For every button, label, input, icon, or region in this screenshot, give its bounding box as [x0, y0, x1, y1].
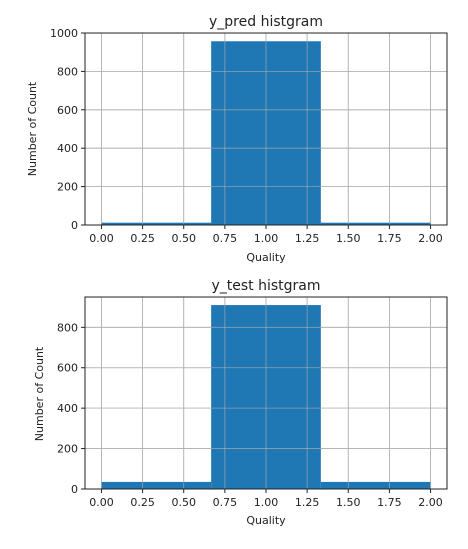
- x-tick-label: 2.00: [418, 496, 443, 509]
- x-tick-label: 1.50: [336, 496, 361, 509]
- histogram-bar: [320, 222, 431, 225]
- x-tick-label: 0.75: [213, 496, 238, 509]
- y-tick-label: 600: [57, 104, 78, 117]
- x-tick-label: 2.00: [418, 232, 443, 245]
- histogram-bar: [101, 481, 212, 489]
- y-ticks: 0 200 400 600 800: [57, 321, 85, 496]
- chart-y-pred: y_pred histgram Quality Number of Count …: [26, 14, 448, 264]
- x-tick-label: 0.00: [89, 496, 114, 509]
- bars: [85, 297, 447, 490]
- y-tick-label: 600: [57, 362, 78, 375]
- bars: [85, 32, 447, 226]
- x-ticks: 0.00 0.25 0.50 0.75 1.00 1.25 1.50 1.75 2.00: [89, 225, 443, 245]
- x-tick-label: 0.00: [89, 232, 114, 245]
- x-tick-label: 0.50: [171, 496, 196, 509]
- y-ticks: 0 200 400 600 800 1000: [50, 27, 85, 232]
- chart-y-test: y_test histgram Quality Number of Count …: [33, 278, 448, 527]
- x-tick-label: 1.25: [295, 496, 320, 509]
- x-tick-label: 0.25: [130, 232, 155, 245]
- y-tick-label: 400: [57, 142, 78, 155]
- x-tick-label: 1.75: [377, 232, 402, 245]
- chart-title: y_pred histgram: [209, 14, 323, 30]
- x-tick-label: 1.50: [336, 232, 361, 245]
- x-ticks: 0.00 0.25 0.50 0.75 1.00 1.25 1.50 1.75 2.00: [89, 489, 443, 509]
- y-tick-label: 800: [57, 65, 78, 78]
- histogram-bar: [320, 481, 431, 489]
- x-tick-label: 1.75: [377, 496, 402, 509]
- x-tick-label: 0.50: [171, 232, 196, 245]
- x-tick-label: 1.00: [254, 232, 279, 245]
- y-tick-label: 800: [57, 321, 78, 334]
- y-tick-label: 1000: [50, 27, 78, 40]
- x-axis-label: Quality: [246, 251, 286, 264]
- x-tick-label: 1.00: [254, 496, 279, 509]
- y-axis-label: Number of Count: [26, 81, 39, 176]
- y-axis-label: Number of Count: [33, 346, 46, 441]
- y-tick-label: 200: [57, 443, 78, 456]
- x-tick-label: 1.25: [295, 232, 320, 245]
- x-tick-label: 0.25: [130, 496, 155, 509]
- y-tick-label: 0: [71, 483, 78, 496]
- y-tick-label: 200: [57, 181, 78, 194]
- histogram-bar: [101, 222, 212, 225]
- x-axis-label: Quality: [246, 514, 286, 527]
- y-tick-label: 400: [57, 402, 78, 415]
- x-tick-label: 0.75: [213, 232, 238, 245]
- y-tick-label: 0: [71, 219, 78, 232]
- chart-title: y_test histgram: [211, 278, 320, 294]
